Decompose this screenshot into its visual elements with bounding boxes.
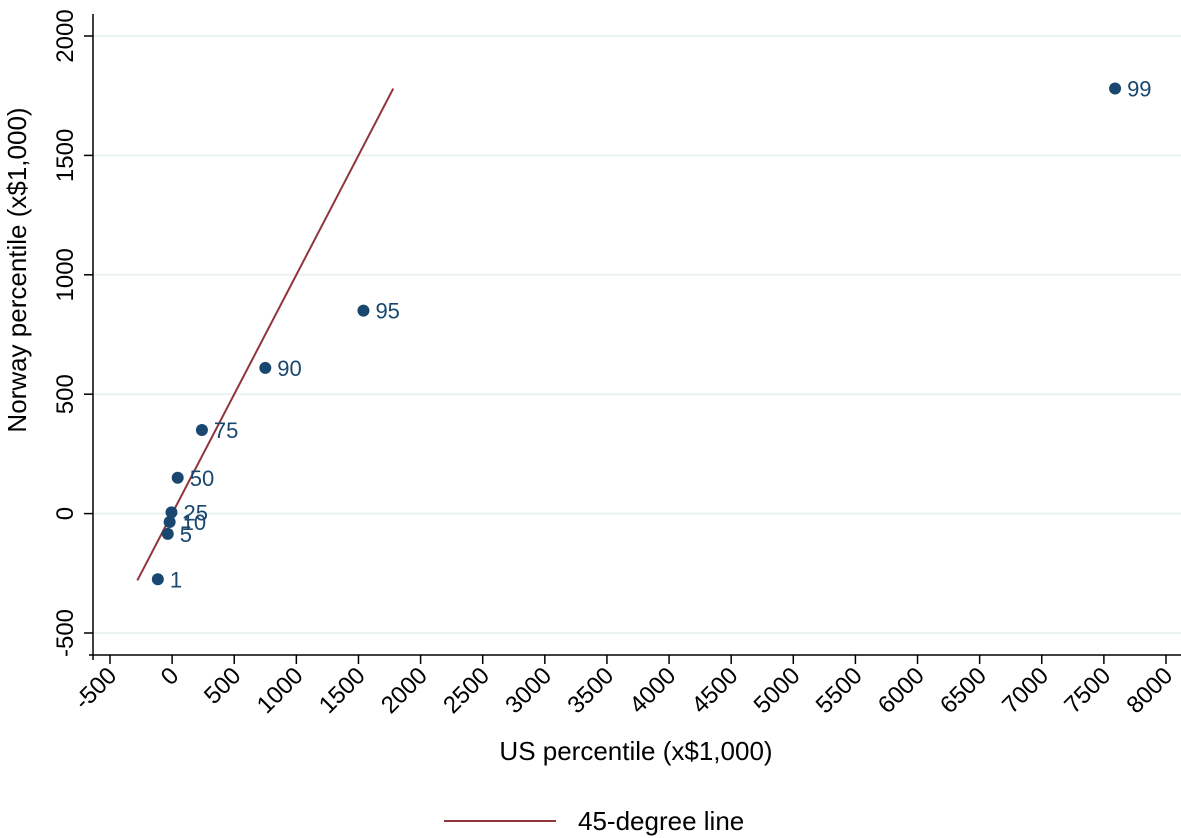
data-point	[161, 527, 174, 540]
data-point	[171, 471, 184, 484]
data-point	[357, 304, 370, 317]
reference-line-layer	[136, 88, 395, 581]
x-tick-label: 2500	[438, 662, 495, 719]
data-point	[259, 361, 272, 374]
x-tick-label: 5500	[811, 662, 868, 719]
x-tick-label: 6500	[935, 662, 992, 719]
x-tick-label: 1500	[314, 662, 371, 719]
x-tick-label: 8000	[1121, 662, 1178, 719]
x-tick-label: 4500	[687, 662, 744, 719]
point-label: 10	[182, 510, 206, 535]
point-label: 95	[375, 299, 399, 324]
data-point	[163, 515, 176, 528]
data-point	[165, 506, 178, 519]
data-point	[1109, 82, 1122, 95]
point-label: 5	[180, 522, 192, 547]
x-tick-label: 2000	[376, 662, 433, 719]
x-tick-label: 4000	[624, 662, 681, 719]
reference-line	[136, 88, 395, 581]
x-tick-label: 7500	[1059, 662, 1116, 719]
point-label: 75	[214, 418, 238, 443]
y-tick-label: 0	[52, 507, 79, 520]
x-tick-label: 7000	[997, 662, 1054, 719]
point-label: 90	[277, 356, 301, 381]
point-label: 99	[1127, 77, 1151, 102]
x-tick-label: 0	[156, 662, 185, 691]
point-label: 1	[170, 567, 182, 592]
x-tick-label: 500	[199, 662, 246, 709]
x-tick-label: 1000	[252, 662, 309, 719]
legend-label: 45-degree line	[578, 806, 744, 836]
y-axis-title: Norway percentile (x$1,000)	[2, 107, 32, 432]
y-tick-label: 500	[52, 374, 79, 414]
y-tick-label: 1000	[52, 248, 79, 301]
legend: 45-degree line	[444, 806, 744, 836]
gridlines	[93, 35, 1181, 634]
point-label: 25	[183, 500, 207, 525]
x-tick-label: 3000	[500, 662, 557, 719]
x-tick-label: 5000	[749, 662, 806, 719]
y-tick-label: -500	[52, 609, 79, 657]
x-tick-label: 3500	[562, 662, 619, 719]
point-label: 50	[190, 466, 214, 491]
y-tick-label: 2000	[52, 9, 79, 62]
y-tick-label: 1500	[52, 129, 79, 182]
data-point	[151, 573, 164, 586]
x-tick-label: 6000	[873, 662, 930, 719]
x-axis-title: US percentile (x$1,000)	[499, 736, 772, 766]
x-tick-label: -500	[69, 662, 122, 715]
data-point	[195, 424, 208, 437]
